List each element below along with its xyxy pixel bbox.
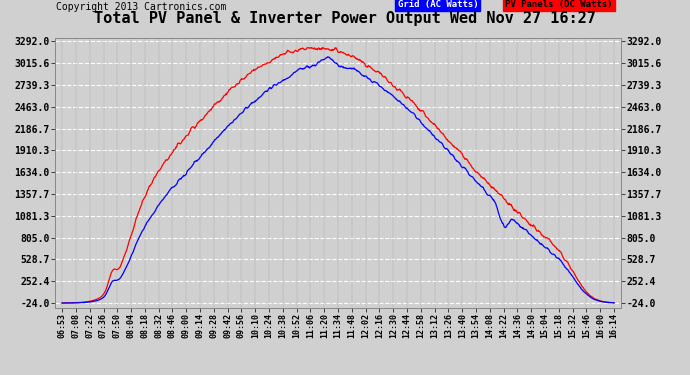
Text: PV Panels (DC Watts): PV Panels (DC Watts) (505, 0, 613, 9)
Text: Total PV Panel & Inverter Power Output Wed Nov 27 16:27: Total PV Panel & Inverter Power Output W… (94, 11, 596, 26)
Text: Grid (AC Watts): Grid (AC Watts) (397, 0, 478, 9)
Text: Copyright 2013 Cartronics.com: Copyright 2013 Cartronics.com (56, 2, 226, 12)
